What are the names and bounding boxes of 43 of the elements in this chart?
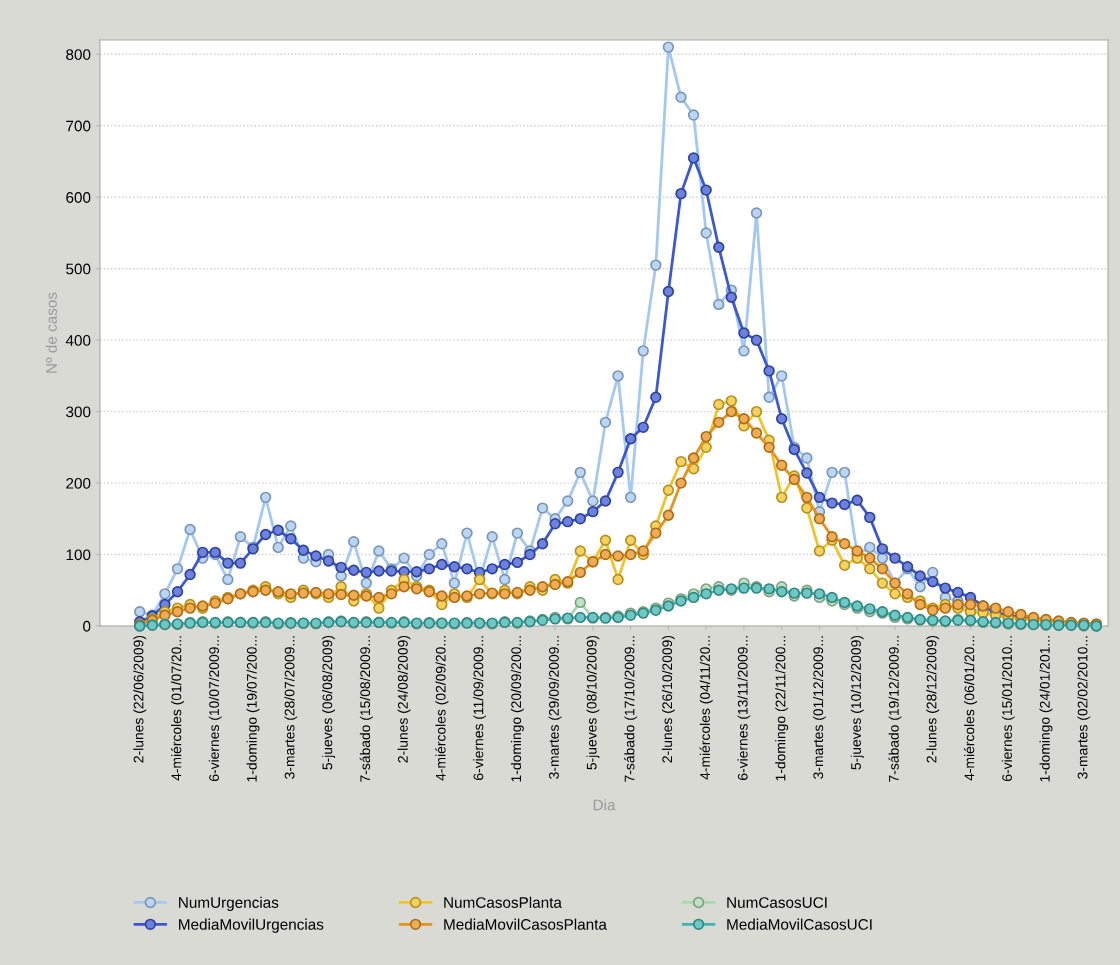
y-tick-label: 500 bbox=[66, 263, 91, 275]
x-tick-label: 2-lunes (22/06/2009) bbox=[133, 635, 147, 763]
y-tick-label: 0 bbox=[83, 620, 91, 632]
y-tick-label: 400 bbox=[65, 335, 91, 346]
x-axis-title: Dia bbox=[593, 799, 616, 811]
x-tick-label: 6-viernes (11/09/2009... bbox=[473, 636, 487, 780]
x-tick-label: 1-domingo (20/09/200... bbox=[510, 636, 524, 782]
legend-label: MediaMovilUrgencias bbox=[179, 918, 324, 933]
y-tick-label: 300 bbox=[66, 406, 91, 418]
x-tick-label: 1-domingo (19/07/200... bbox=[246, 636, 260, 782]
x-tick-label: 7-sábado (17/10/2009... bbox=[624, 636, 638, 782]
x-tick-label: 5-jueves (08/10/2009) bbox=[586, 635, 600, 770]
y-axis-title: Nº de casos bbox=[45, 292, 57, 373]
x-tick-label: 4-miércoles (06/01/20... bbox=[963, 636, 978, 781]
x-tick-label: 3-martes (02/02/2010... bbox=[1077, 636, 1091, 779]
x-tick-label: 5-jueves (10/12/2009) bbox=[850, 635, 864, 770]
x-tick-label: 7-sábado (19/12/2009... bbox=[888, 636, 902, 782]
x-tick-label: 5-jueves (06/08/2009) bbox=[322, 635, 336, 770]
legend-label: NumUrgencias bbox=[179, 896, 279, 911]
y-tick-label: 600 bbox=[66, 192, 91, 203]
y-tick-label: 100 bbox=[66, 549, 91, 561]
y-tick-label: 800 bbox=[66, 49, 91, 60]
x-tick-label: 4-miércoles (01/07/20... bbox=[170, 636, 185, 781]
legend-label: NumCasosUCI bbox=[727, 897, 827, 908]
y-tick-label: 200 bbox=[66, 477, 91, 489]
x-tick-label: 3-martes (29/09/2009... bbox=[548, 636, 562, 779]
legend-label: NumCasosPlanta bbox=[444, 896, 562, 908]
x-tick-label: 2-lunes (26/10/2009) bbox=[661, 635, 675, 763]
x-tick-label: 3-martes (28/07/2009... bbox=[284, 636, 298, 779]
legend-label: MediaMovilCasosPlanta bbox=[444, 918, 607, 930]
x-tick-label: 2-lunes (28/12/2009) bbox=[926, 635, 940, 763]
x-tick-label: 4-miércoles (02/09/20... bbox=[435, 636, 449, 781]
x-tick-label: 1-domingo (22/11/200... bbox=[775, 636, 789, 781]
y-tick-label: 700 bbox=[66, 120, 91, 132]
x-tick-label: 4-miércoles (04/11/20... bbox=[699, 636, 713, 780]
x-tick-label: 6-viernes (15/01/2010... bbox=[1001, 636, 1015, 781]
x-tick-label: 6-viernes (10/07/2009... bbox=[208, 636, 222, 781]
x-tick-label: 6-viernes (13/11/2009... bbox=[737, 636, 751, 780]
x-tick-label: 1-domingo (24/01/201... bbox=[1039, 636, 1053, 782]
x-tick-label: 2-lunes (24/08/2009) bbox=[397, 635, 411, 763]
x-tick-label: 7-sábado (15/08/2009... bbox=[359, 636, 373, 782]
x-tick-label: 3-martes (01/12/2009... bbox=[812, 636, 826, 779]
legend-label: MediaMovilCasosUCI bbox=[727, 918, 872, 930]
